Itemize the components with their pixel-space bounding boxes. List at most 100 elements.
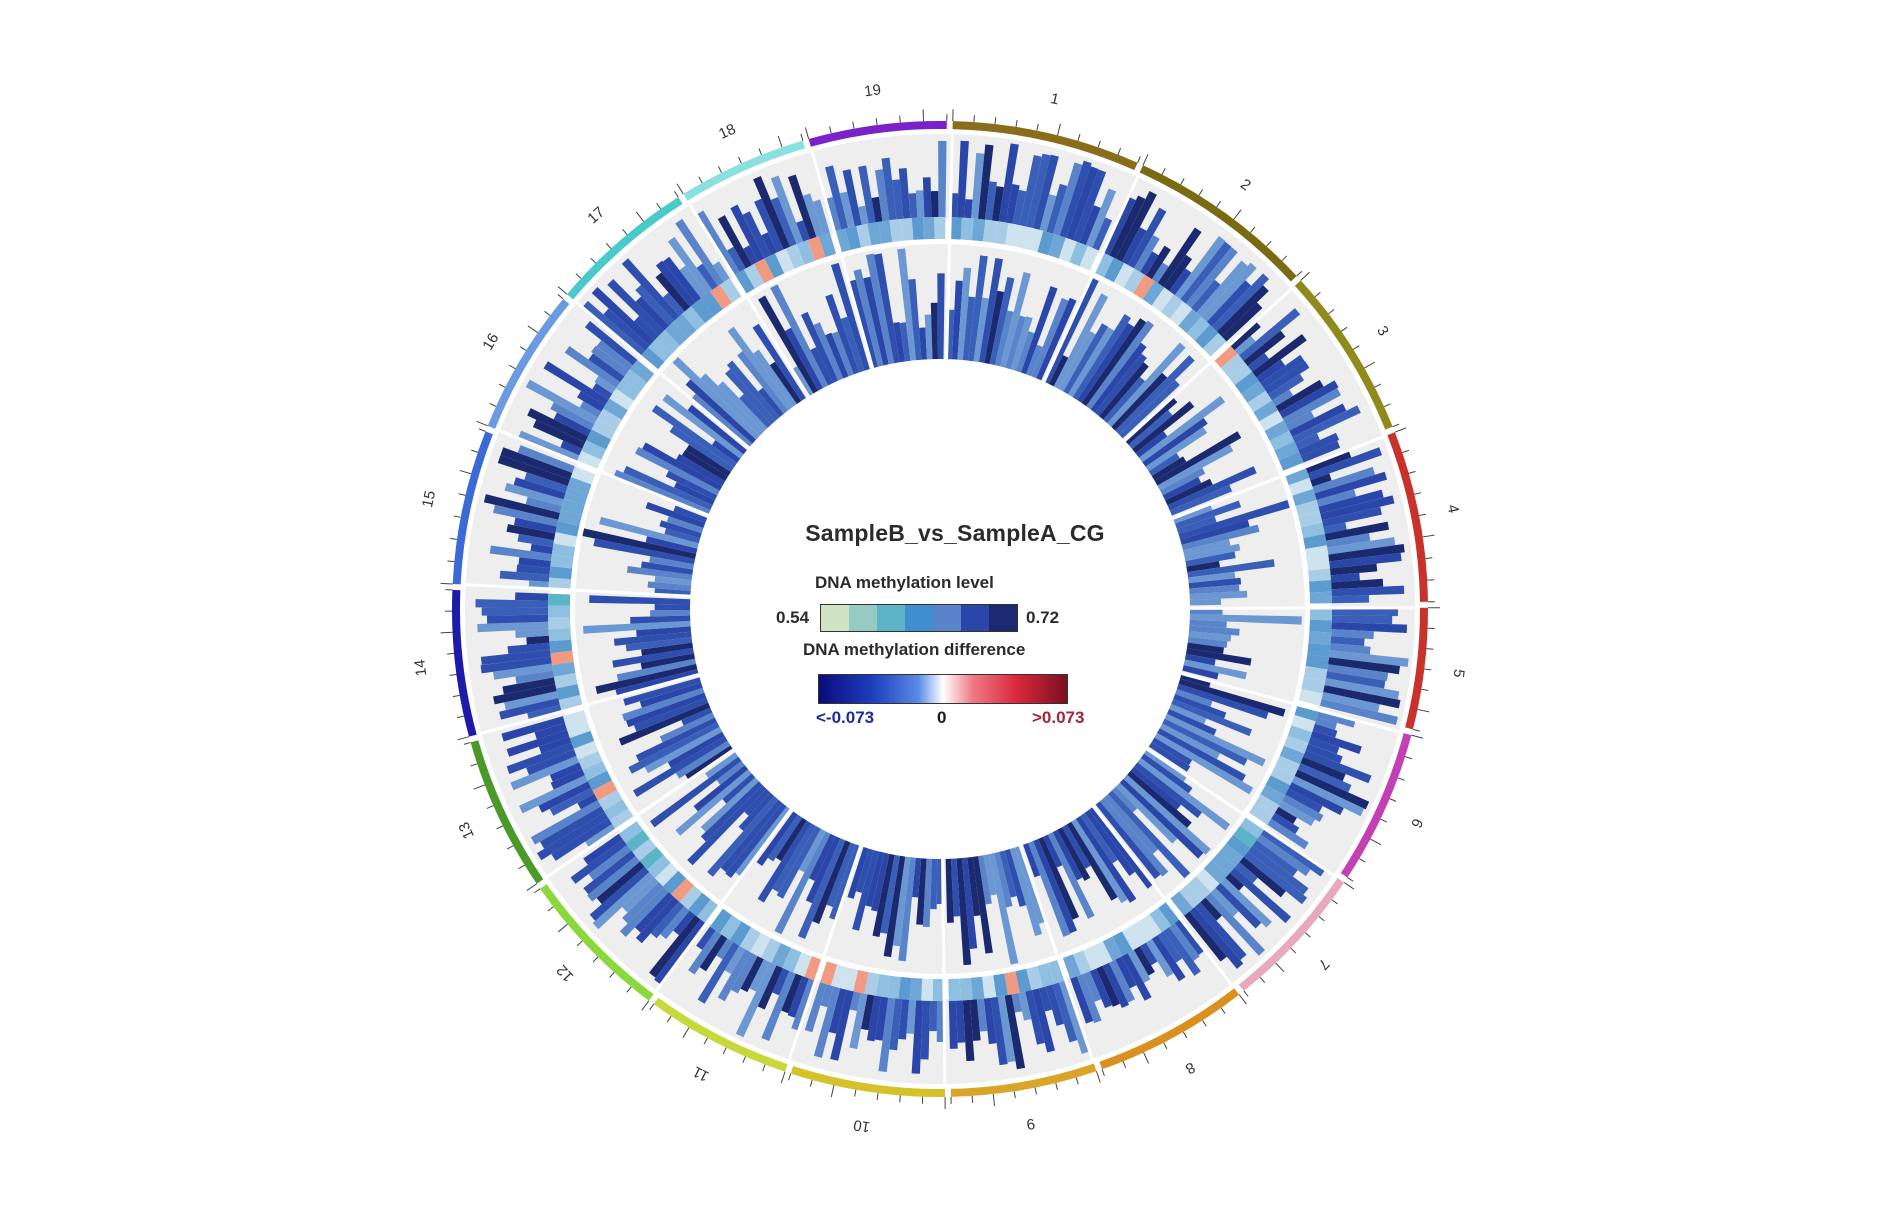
heat-cell xyxy=(764,253,785,279)
outer-bar xyxy=(898,999,910,1040)
heat-cell xyxy=(993,973,1009,997)
outer-bar xyxy=(525,379,598,424)
inner-bar xyxy=(757,820,812,903)
inner-bar xyxy=(618,702,711,746)
outer-bar xyxy=(1321,506,1382,528)
inner-bar xyxy=(720,799,783,873)
outer-bar xyxy=(543,361,609,406)
outer-bar xyxy=(486,614,549,624)
heat-cell xyxy=(548,617,571,630)
outer-bar xyxy=(712,261,730,282)
outer-bar xyxy=(962,999,975,1062)
heat-cell xyxy=(960,217,974,241)
tick-mark xyxy=(717,166,722,173)
tick-mark xyxy=(1075,1077,1079,1085)
outer-bar xyxy=(1298,432,1340,457)
outer-bar xyxy=(583,850,636,895)
outer-bar xyxy=(1115,956,1137,989)
inner-bar xyxy=(1145,426,1208,472)
outer-bar xyxy=(955,1000,966,1043)
outer-bar xyxy=(583,833,623,865)
heat-cell xyxy=(949,217,963,240)
heat-cell xyxy=(549,566,573,580)
chromosome-17-band xyxy=(567,197,683,300)
outer-bar xyxy=(525,496,562,513)
inner-bar xyxy=(865,253,895,365)
tick-mark xyxy=(682,1027,690,1039)
inner-bar xyxy=(623,465,713,511)
tick-mark xyxy=(557,286,568,295)
inner-bar xyxy=(666,516,704,534)
heat-cell xyxy=(1069,241,1088,267)
tick-mark xyxy=(1122,1061,1127,1069)
inner-bar xyxy=(685,379,757,444)
outer-bar xyxy=(791,978,816,1031)
outer-bar xyxy=(1282,388,1342,425)
inner-bar xyxy=(873,253,900,364)
inner-bar xyxy=(1023,842,1041,878)
outer-bar xyxy=(1328,657,1400,675)
inner-bar xyxy=(973,297,989,363)
heat-cell xyxy=(553,532,578,548)
chromosome-12-band xyxy=(540,884,654,1001)
legend: SampleB_vs_SampleA_CG DNA methylation le… xyxy=(776,520,1120,740)
inner-bar xyxy=(989,276,1015,366)
outer-bar xyxy=(976,998,988,1032)
heat-cell xyxy=(548,628,572,642)
outer-bar xyxy=(1146,245,1171,280)
outer-bar xyxy=(743,245,759,265)
inner-bar xyxy=(727,326,793,411)
inner-bar xyxy=(700,373,764,436)
heat-cell xyxy=(1195,868,1220,893)
outer-bar xyxy=(1229,321,1261,351)
tick-mark xyxy=(1340,326,1348,332)
inner-bar xyxy=(1038,836,1080,920)
heat-cell xyxy=(1179,884,1203,909)
tick-mark xyxy=(1424,668,1432,671)
outer-bar xyxy=(480,649,551,666)
inner-bar xyxy=(961,857,978,949)
heat-cell xyxy=(597,408,623,430)
tick-mark xyxy=(1421,688,1429,691)
heat-cell xyxy=(820,961,838,986)
outer-bar xyxy=(584,320,638,366)
inner-bar xyxy=(642,442,723,491)
tick-mark xyxy=(622,228,628,235)
tick-mark xyxy=(457,736,470,741)
outer-bar xyxy=(1191,279,1221,313)
tick-mark xyxy=(738,156,742,164)
outer-bar xyxy=(1215,882,1262,929)
outer-bar xyxy=(688,930,722,975)
inner-bar xyxy=(640,561,694,575)
tick-mark xyxy=(1418,513,1426,517)
inner-bar xyxy=(1185,551,1236,567)
tick-mark xyxy=(496,825,504,830)
difference-color-scale xyxy=(818,674,1068,704)
outer-bar xyxy=(1239,856,1286,898)
tick-mark xyxy=(1404,756,1412,760)
heat-cell xyxy=(760,938,781,963)
heat-cell xyxy=(1300,522,1325,539)
inner-bar xyxy=(628,722,720,774)
outer-bar xyxy=(878,997,896,1073)
heat-cell xyxy=(576,450,602,471)
outer-bar xyxy=(497,455,571,487)
tick-mark xyxy=(1296,270,1303,277)
inner-bar xyxy=(711,440,741,464)
chromosome-label: 2 xyxy=(1237,176,1254,195)
tick-mark xyxy=(1402,449,1410,454)
inner-bar xyxy=(589,595,691,605)
outer-bar xyxy=(1169,268,1192,296)
inner-bar xyxy=(685,444,731,477)
inner-bar xyxy=(613,469,711,516)
heat-cell xyxy=(1287,725,1313,744)
outer-bar xyxy=(493,663,553,680)
inner-bar xyxy=(1162,718,1248,766)
level-swatch xyxy=(821,605,849,631)
tick-mark xyxy=(1101,1069,1105,1077)
heat-cell xyxy=(1211,851,1236,876)
tick-mark xyxy=(649,1003,655,1011)
tick-mark xyxy=(592,956,599,963)
outer-bar xyxy=(499,697,560,720)
inner-bar xyxy=(654,575,692,586)
